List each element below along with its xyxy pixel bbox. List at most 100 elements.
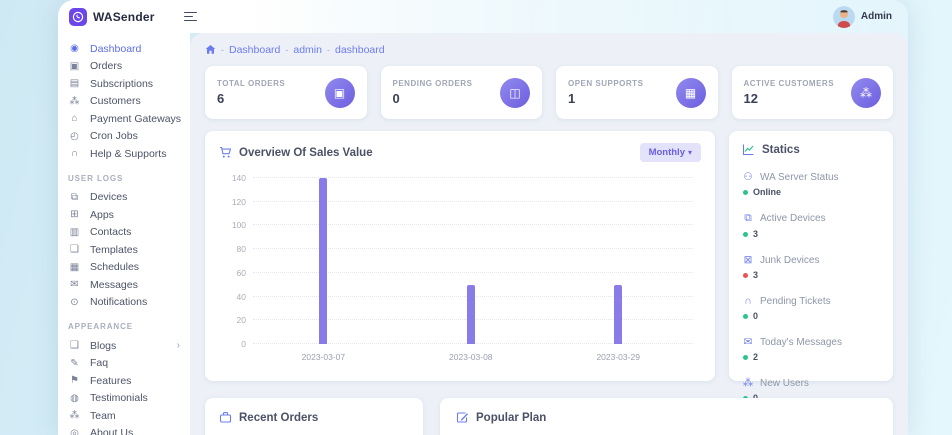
recent-orders-title: Recent Orders [239, 411, 319, 424]
stat-card-pending-orders: PENDING ORDERS 0 ◫ [380, 66, 542, 119]
sidebar-item-payment-gateways[interactable]: ⌂ Payment Gateways [58, 110, 190, 128]
team-icon: ⁂ [69, 410, 80, 422]
sidebar-item-help-supports[interactable]: ∩ Help & Supports [58, 145, 190, 163]
brand-name: WASender [93, 9, 155, 24]
sidebar-section-user-logs: USER LOGS [68, 173, 124, 183]
stat-card-label: TOTAL ORDERS [217, 79, 286, 88]
statics-item-head: ⚇ WA Server Status [742, 171, 880, 183]
sidebar-item-features[interactable]: ⚑ Features [58, 372, 190, 390]
sidebar-item-schedules[interactable]: ▦ Schedules [58, 259, 190, 277]
status-dot-green [743, 189, 748, 195]
breadcrumb-link-dashboard[interactable]: dashboard [334, 43, 385, 56]
breadcrumb: - Dashboard - admin - dashboard [205, 42, 893, 57]
pen-document-icon [456, 411, 469, 424]
sidebar-item-label: Templates [90, 243, 138, 256]
sidebar-item-label: Devices [90, 191, 128, 204]
statics-item-wa-server-status: ⚇ WA Server Status Online [742, 171, 880, 197]
y-axis-tick-label: 80 [236, 244, 246, 255]
home-icon[interactable] [205, 44, 216, 55]
popular-plan-card: Popular Plan [440, 398, 893, 435]
sidebar-item-dashboard[interactable]: ◉ Dashboard [58, 40, 190, 58]
y-axis-tick-label: 0 [241, 339, 246, 349]
sidebar-item-notifications[interactable]: ⊙ Notifications [58, 294, 190, 312]
sidebar-item-team[interactable]: ⁂ Team [58, 407, 190, 425]
active-customers-users-icon: ⁂ [860, 85, 872, 100]
stat-card-label: ACTIVE CUSTOMERS [743, 79, 835, 88]
status-dot-green [743, 313, 748, 319]
breadcrumb-separator: - [326, 44, 330, 55]
stat-card-active-customers: ACTIVE CUSTOMERS 12 ⁂ [731, 66, 893, 119]
cron-jobs-icon: ◴ [70, 130, 79, 142]
sidebar-item-testimonials[interactable]: ◍ Testimonials [58, 390, 190, 408]
user-menu[interactable]: Admin [832, 5, 892, 28]
popular-plan-title: Popular Plan [476, 411, 547, 424]
orders-icon: ▣ [69, 60, 80, 72]
stat-card-value: 12 [743, 91, 758, 106]
chart-gridline [253, 200, 693, 202]
breadcrumb-separator: - [221, 44, 224, 55]
statics-item-value-row: 2 [742, 352, 880, 362]
apps-icon: ⊞ [70, 209, 79, 221]
x-axis-tick-label: 2023-03-08 [449, 352, 493, 362]
sidebar-item-blogs[interactable]: ❑ Blogs › [58, 337, 190, 355]
main-content: - Dashboard - admin - dashboard TOTAL ORDERS 6… [190, 33, 908, 435]
sidebar-item-apps[interactable]: ⊞ Apps [58, 206, 190, 224]
sidebar-item-contacts[interactable]: ▥ Contacts [58, 224, 190, 242]
statics-list: ⚇ WA Server Status Online ⧉ Active Devices 3 ⊠… [742, 171, 880, 403]
sidebar-item-devices[interactable]: ⧉ Devices [58, 189, 190, 207]
statics-item-today-s-messages: ✉ Today's Messages 2 [742, 336, 880, 362]
sidebar-item-faq[interactable]: ✎ Faq [58, 355, 190, 373]
whatsapp-logo-icon [69, 7, 87, 26]
subscriptions-icon: ▤ [69, 78, 80, 90]
x-axis-tick-label: 2023-03-29 [596, 352, 640, 362]
contacts-icon: ▥ [69, 226, 80, 238]
statics-item-value: 0 [753, 311, 759, 321]
chart-gridline [253, 248, 693, 250]
breadcrumb-link-dashboard[interactable]: Dashboard [229, 43, 281, 56]
statics-title: Statics [762, 143, 800, 156]
sidebar-item-label: Testimonials [90, 392, 148, 405]
breadcrumb-separator: - [285, 44, 289, 55]
statics-item-head: ⊠ Junk Devices [742, 254, 880, 266]
statics-item-junk-devices: ⊠ Junk Devices 3 [742, 254, 880, 280]
sidebar-item-label: Cron Jobs [90, 130, 138, 143]
statics-item-value: 2 [753, 352, 759, 362]
new-users-icon: ⁂ [742, 377, 754, 389]
statics-item-head: ✉ Today's Messages [742, 336, 880, 348]
sales-overview-card: Overview Of Sales Value Monthly ▾ 0 20 40 60… [205, 131, 715, 381]
sales-bar-chart: 0 20 40 60 80 100 120 140 2023-03-07 2023-03-08 20… [219, 170, 701, 366]
testimonials-icon: ◍ [70, 392, 79, 404]
y-axis-tick-label: 20 [236, 315, 246, 326]
blogs-icon: ❑ [70, 340, 79, 352]
sidebar-item-messages[interactable]: ✉ Messages [58, 276, 190, 294]
stat-card-value: 6 [217, 91, 225, 106]
templates-icon: ❏ [70, 244, 79, 256]
sidebar-item-cron-jobs[interactable]: ◴ Cron Jobs [58, 128, 190, 146]
sidebar-item-subscriptions[interactable]: ▤ Subscriptions [58, 75, 190, 93]
sidebar-item-label: Messages [90, 278, 138, 291]
sidebar-item-customers[interactable]: ⁂ Customers [58, 93, 190, 111]
breadcrumb-link-admin[interactable]: admin [293, 43, 322, 56]
chart-period-dropdown[interactable]: Monthly ▾ [639, 143, 701, 162]
stat-card-icon-circle: ▣ [324, 77, 355, 108]
sidebar-item-label: Contacts [90, 226, 132, 239]
active-devices-icon: ⧉ [744, 212, 752, 224]
statics-item-value-row: 3 [742, 229, 880, 239]
statics-item-value: Online [753, 187, 782, 197]
sidebar-item-templates[interactable]: ❏ Templates [58, 241, 190, 259]
sidebar-item-orders[interactable]: ▣ Orders [58, 58, 190, 76]
help-supports-icon: ∩ [70, 148, 79, 160]
notifications-icon: ⊙ [70, 296, 79, 308]
chart-gridline [253, 177, 693, 178]
chart-bar-2023-03-08 [466, 284, 475, 344]
sidebar-toggle-hamburger-icon[interactable] [184, 11, 198, 22]
total-orders-box-icon: ▣ [333, 85, 346, 100]
status-dot-green [743, 231, 748, 237]
sidebar-section-appearance: APPEARANCE [68, 322, 134, 331]
stat-card-total-orders: TOTAL ORDERS 6 ▣ [205, 66, 367, 119]
sidebar-item-about-us[interactable]: ◎ About Us [58, 425, 190, 435]
brand-logo[interactable]: WASender [58, 7, 180, 26]
sales-card-title: Overview Of Sales Value [239, 146, 373, 159]
stat-card-icon-circle: ⁂ [851, 77, 881, 108]
avatar [832, 5, 855, 28]
